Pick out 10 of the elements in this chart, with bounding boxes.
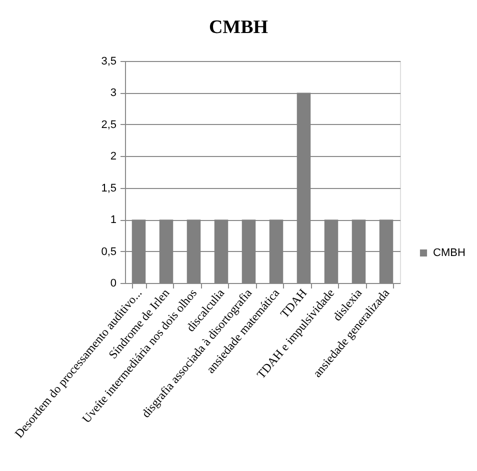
y-tick-label: 0 [110, 278, 116, 290]
y-tick-label: 3,5 [101, 56, 116, 68]
y-tick-label: 2,5 [101, 118, 116, 131]
y-tick-label: 2 [110, 150, 116, 163]
legend-label: CMBH [433, 246, 466, 259]
y-tick-label: 1 [110, 214, 116, 226]
y-tick-label: 1,5 [101, 182, 116, 194]
chart-title: CMBH [208, 17, 268, 38]
y-tick-label: 0,5 [101, 246, 116, 258]
y-tick-label: 3 [110, 87, 116, 100]
